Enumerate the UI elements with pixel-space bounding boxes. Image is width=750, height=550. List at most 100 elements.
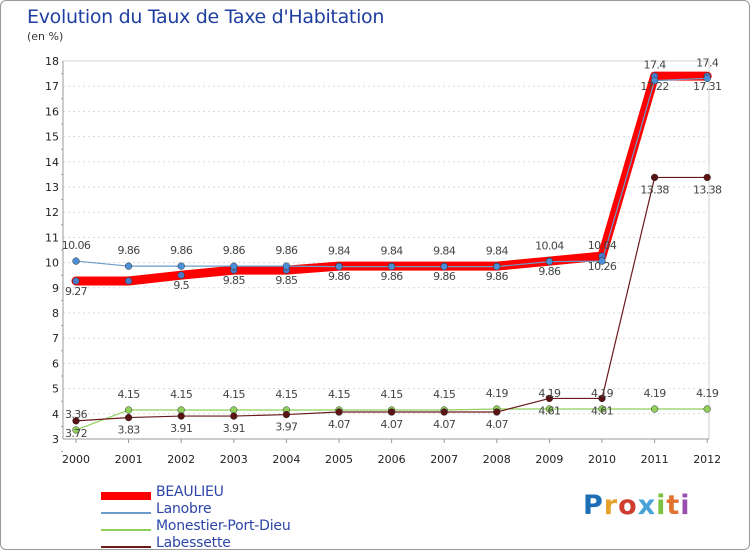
y-tick-label: 12 [45, 206, 59, 219]
x-tick-label: 2000 [62, 453, 90, 466]
data-label-beaulieu: 9.85 [275, 274, 298, 287]
data-label-beaulieu: 9.86 [538, 265, 561, 278]
data-point-labessette [387, 408, 396, 416]
y-tick-label: 14 [45, 156, 59, 169]
data-point-lanobre [387, 262, 396, 271]
logo-letter: i [656, 490, 667, 521]
data-label-monestier-port-dieu: 4.15 [275, 388, 298, 401]
logo-letter: P [583, 490, 604, 521]
data-label-monestier-port-dieu: 4.19 [591, 387, 614, 400]
data-label-lanobre: 9.86 [118, 244, 141, 257]
data-point-labessette [703, 173, 711, 182]
data-label-labessette: 13.38 [693, 183, 722, 196]
y-tick-label: 6 [52, 357, 59, 370]
legend-label-lanobre: Lanobre [156, 501, 212, 517]
data-point-monestier-port-dieu [598, 405, 606, 413]
x-tick-label: 2010 [588, 453, 616, 466]
data-label-labessette: 3.72 [65, 427, 87, 440]
x-tick-label: 2001 [115, 453, 143, 466]
data-point-lanobre [230, 262, 238, 270]
data-label-lanobre: 9.84 [433, 245, 456, 258]
data-label-beaulieu: 9.86 [433, 270, 456, 283]
data-label-beaulieu: 17.31 [693, 80, 722, 93]
y-tick-label: 15 [45, 131, 59, 144]
legend-item-labessette: Labessette [101, 535, 361, 550]
proxiti-logo: Proxiti [583, 490, 691, 521]
data-point-lanobre [282, 262, 291, 270]
legend-swatch-monestier [101, 529, 151, 531]
data-label-labessette: 3.91 [170, 422, 192, 435]
legend-swatch-beaulieu [101, 492, 151, 500]
data-label-lanobre: 10.06 [62, 239, 91, 252]
y-tick-label: 11 [45, 231, 59, 244]
data-label-monestier-port-dieu: 4.15 [433, 388, 456, 401]
x-tick-label: 2008 [483, 453, 511, 466]
data-label-monestier-port-dieu: 4.19 [486, 387, 509, 400]
data-label-beaulieu: 9.86 [486, 270, 509, 283]
data-point-monestier-port-dieu [650, 405, 659, 413]
data-point-monestier-port-dieu [124, 406, 133, 414]
x-tick-label: 2012 [693, 453, 721, 466]
data-label-monestier-port-dieu: 4.15 [118, 388, 141, 401]
y-tick-label: 10 [45, 257, 59, 270]
data-point-labessette [493, 408, 501, 416]
data-label-labessette: 4.07 [433, 418, 456, 431]
logo-letter: r [603, 490, 619, 521]
data-label-lanobre: 9.84 [381, 245, 404, 258]
legend-label-labessette: Labessette [156, 535, 231, 550]
x-tick-label: 2007 [430, 453, 458, 466]
data-point-lanobre [493, 262, 501, 271]
data-point-labessette [230, 412, 238, 420]
legend-item-lanobre: Lanobre [101, 501, 361, 519]
data-label-lanobre: 10.04 [588, 239, 617, 252]
data-label-lanobre: 17.4 [644, 59, 667, 72]
x-tick-label: 2009 [535, 453, 563, 466]
y-tick-label: 13 [45, 181, 59, 194]
data-label-beaulieu: 17.22 [640, 80, 669, 93]
data-point-labessette [72, 417, 80, 425]
data-point-beaulieu [72, 277, 80, 285]
y-tick-label: 5 [52, 383, 59, 396]
data-label-labessette: 4.07 [328, 418, 351, 431]
logo-letter: o [618, 490, 638, 521]
data-point-labessette [650, 173, 659, 182]
data-point-lanobre [545, 257, 554, 266]
data-label-labessette: 4.61 [538, 404, 560, 417]
data-label-monestier-port-dieu: 4.15 [328, 388, 351, 401]
data-label-lanobre: 9.86 [170, 244, 193, 257]
y-tick-label: 18 [45, 55, 59, 68]
data-label-labessette: 4.07 [381, 418, 404, 431]
data-label-beaulieu: 9.86 [381, 270, 404, 283]
legend-label-monestier: Monestier-Port-Dieu [156, 518, 291, 534]
chart-title: Evolution du Taux de Taxe d'Habitation [27, 6, 385, 28]
y-tick-label: 7 [52, 332, 59, 345]
data-label-lanobre: 9.84 [486, 245, 509, 258]
data-label-labessette: 3.97 [275, 421, 298, 434]
y-tick-label: 8 [52, 307, 59, 320]
data-label-monestier-port-dieu: 4.15 [223, 388, 246, 401]
data-point-labessette [335, 408, 343, 416]
data-point-labessette [545, 394, 554, 403]
data-label-labessette: 3.91 [223, 422, 245, 435]
data-point-lanobre [703, 74, 711, 83]
data-point-beaulieu [124, 277, 133, 285]
data-point-beaulieu [177, 271, 185, 279]
data-point-labessette [177, 412, 185, 420]
x-tick-label: 2011 [641, 453, 669, 466]
legend-label-beaulieu: BEAULIEU [156, 484, 224, 500]
data-label-beaulieu: 9.5 [173, 279, 189, 292]
legend-item-beaulieu: BEAULIEU [101, 484, 361, 502]
legend-item-monestier: Monestier-Port-Dieu [101, 518, 361, 536]
data-label-labessette: 4.61 [591, 404, 613, 417]
y-tick-label: 17 [45, 80, 59, 93]
data-point-lanobre [598, 257, 606, 265]
y-tick-label: 16 [45, 105, 59, 118]
data-label-beaulieu: 9.27 [65, 285, 88, 298]
data-label-lanobre: 9.86 [223, 244, 246, 257]
data-point-lanobre [124, 262, 133, 270]
data-point-labessette [440, 408, 448, 416]
data-label-monestier-port-dieu: 4.19 [696, 387, 719, 400]
data-label-monestier-port-dieu: 4.15 [381, 388, 404, 401]
legend-swatch-labessette [101, 546, 151, 548]
